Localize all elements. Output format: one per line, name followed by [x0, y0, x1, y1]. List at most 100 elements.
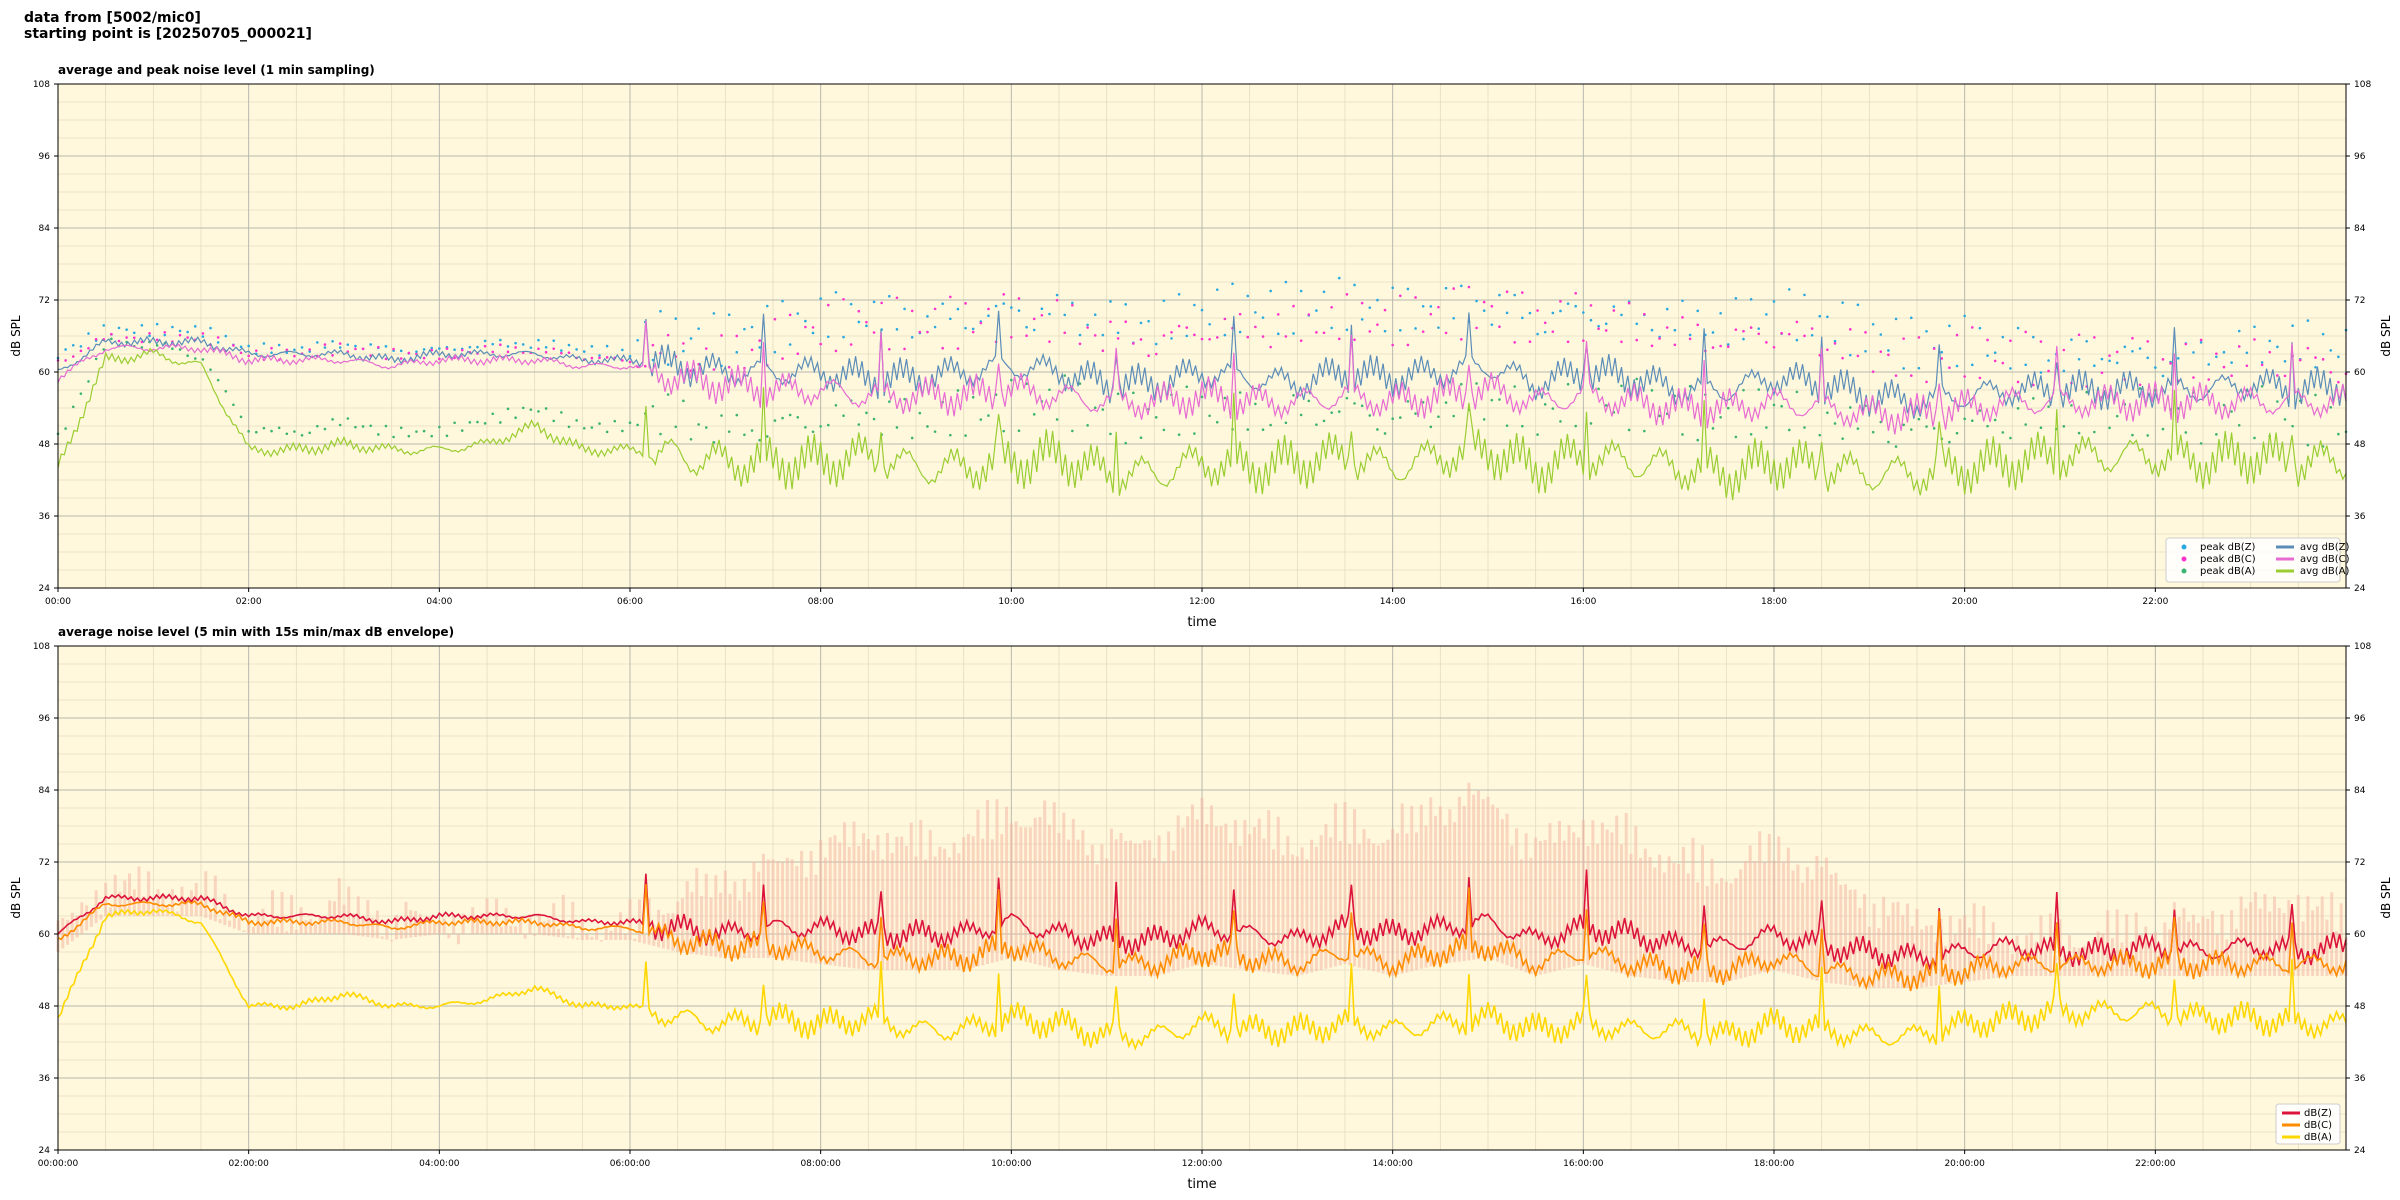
peak-point: [453, 348, 456, 352]
peak-point: [1132, 342, 1135, 345]
peak-point: [1421, 330, 1425, 333]
peak-point: [171, 325, 174, 329]
peak-point: [2154, 366, 2157, 369]
peak-point: [254, 349, 258, 352]
peak-point: [1559, 420, 1562, 423]
peak-point: [2032, 335, 2035, 339]
peak-point: [1521, 291, 1524, 294]
peak-point: [262, 342, 266, 345]
peak-point: [1086, 323, 1089, 327]
peak-point: [888, 347, 891, 351]
peak-point: [1940, 350, 1944, 354]
peak-point: [392, 435, 395, 439]
x-tick-label: 20:00:00: [1944, 1159, 1985, 1169]
peak-point: [2016, 326, 2020, 330]
peak-point: [346, 417, 350, 420]
peak-point: [1787, 288, 1791, 291]
peak-point: [2161, 374, 2165, 378]
peak-point: [323, 427, 327, 431]
y-axis-label-left: dB SPL: [9, 877, 23, 919]
peak-point: [1254, 311, 1257, 314]
peak-point: [727, 365, 731, 369]
peak-point: [224, 389, 228, 393]
peak-point: [2093, 336, 2096, 339]
peak-point: [1109, 320, 1112, 324]
peak-point: [811, 331, 815, 335]
peak-point: [1841, 356, 1844, 360]
y-tick-label-left: 36: [39, 512, 51, 522]
x-tick-label: 14:00:00: [1372, 1159, 1413, 1169]
peak-point: [666, 393, 670, 396]
peak-point: [1299, 339, 1303, 342]
peak-point: [1543, 330, 1547, 334]
peak-point: [1154, 416, 1158, 419]
peak-point: [1513, 385, 1516, 388]
peak-point: [2176, 357, 2180, 360]
peak-point: [537, 338, 540, 342]
peak-point: [1452, 414, 1455, 418]
peak-point: [1925, 329, 1928, 333]
peak-point: [1620, 313, 1623, 317]
peak-point: [1177, 433, 1181, 436]
peak-point: [1048, 340, 1051, 343]
peak-point: [186, 330, 189, 334]
peak-point: [308, 348, 311, 351]
peak-point: [1353, 338, 1356, 342]
x-tick-label: 04:00:00: [419, 1159, 460, 1169]
peak-point: [1711, 427, 1715, 430]
peak-point: [1109, 432, 1112, 436]
peak-point: [2283, 374, 2287, 378]
peak-point: [537, 347, 540, 351]
peak-point: [1398, 294, 1402, 298]
y-tick-label-right: 60: [2354, 368, 2366, 378]
peak-point: [857, 423, 861, 426]
peak-point: [1139, 436, 1143, 439]
peak-point: [1398, 416, 1402, 419]
peak-point: [880, 301, 883, 305]
peak-point: [811, 326, 815, 329]
peak-point: [491, 412, 495, 416]
peak-point: [971, 330, 975, 334]
y-tick-label-left: 96: [39, 714, 51, 724]
peak-point: [895, 296, 899, 300]
peak-point: [521, 406, 525, 410]
peak-point: [506, 407, 510, 411]
peak-point: [598, 356, 601, 360]
peak-point: [2329, 349, 2333, 352]
peak-point: [1887, 349, 1890, 352]
peak-point: [438, 425, 441, 429]
peak-point: [605, 344, 609, 348]
peak-point: [209, 368, 212, 371]
peak-point: [1002, 302, 1006, 305]
peak-point: [872, 300, 876, 304]
peak-point: [697, 423, 700, 426]
peak-point: [1513, 341, 1516, 344]
peak-point: [781, 357, 784, 360]
peak-point: [1162, 428, 1166, 432]
peak-point: [1353, 283, 1356, 287]
peak-point: [1795, 320, 1799, 324]
peak-point: [308, 350, 311, 353]
peak-point: [399, 349, 403, 353]
peak-point: [826, 335, 830, 339]
peak-point: [308, 431, 311, 435]
peak-point: [2237, 345, 2241, 348]
peak-point: [1734, 296, 1738, 300]
peak-point: [865, 411, 868, 415]
peak-point: [926, 330, 929, 334]
peak-point: [87, 346, 90, 350]
peak-point: [300, 346, 304, 349]
peak-point: [1391, 286, 1394, 290]
peak-point: [499, 343, 502, 346]
peak-point: [2260, 363, 2264, 367]
peak-point: [422, 356, 426, 360]
peak-point: [71, 343, 75, 347]
peak-point: [788, 343, 792, 346]
peak-point: [132, 331, 136, 335]
peak-point: [1787, 332, 1791, 336]
peak-point: [1055, 293, 1059, 297]
peak-point: [1055, 298, 1059, 302]
peak-point: [300, 433, 304, 437]
peak-point: [1421, 304, 1425, 308]
x-tick-label: 10:00: [998, 597, 1024, 607]
